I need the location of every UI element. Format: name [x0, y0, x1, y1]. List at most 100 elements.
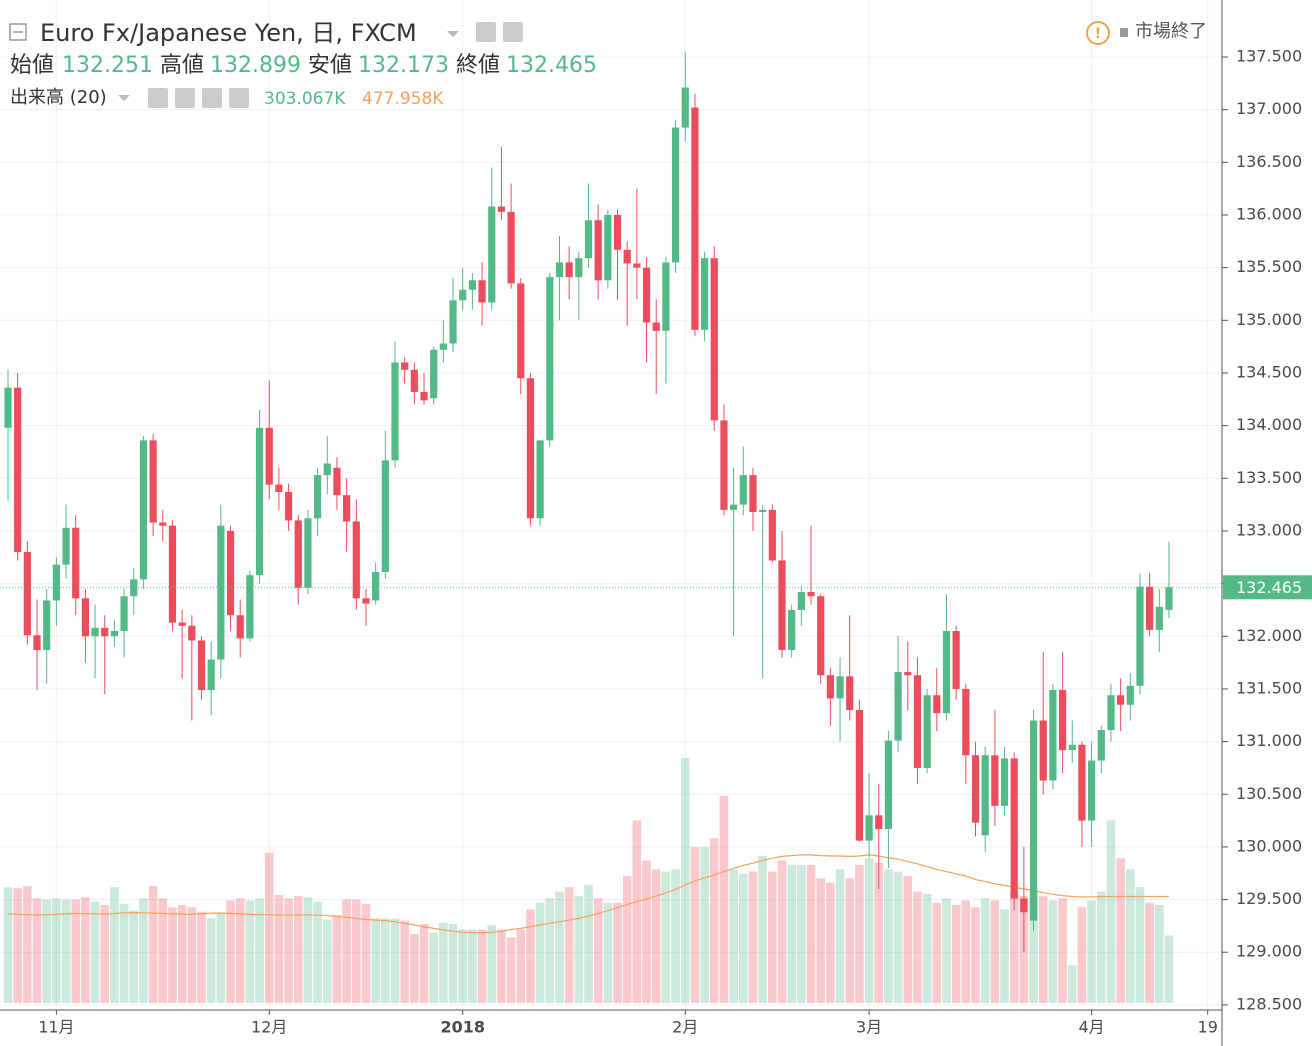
volume-bar — [835, 869, 845, 1003]
candle-body — [149, 440, 157, 523]
volume-bar — [1000, 909, 1009, 1003]
volume-bar — [284, 898, 293, 1003]
volume-bar — [748, 871, 758, 1003]
volume-bar — [197, 911, 206, 1003]
volume-bar — [293, 896, 303, 1003]
candle-body — [865, 815, 873, 841]
volume-bar — [168, 907, 177, 1003]
collapse-icon[interactable] — [9, 23, 27, 41]
ohlc-label: 安値 — [308, 53, 352, 78]
candle-body — [681, 87, 689, 128]
volume-bar — [119, 903, 129, 1003]
header: Euro Fx/Japanese Yen, 日, FXCM ! 市場終了 始値 … — [9, 19, 1207, 109]
candle-body — [546, 277, 554, 441]
candle-body — [110, 631, 119, 637]
volume-bar — [477, 929, 487, 1003]
candle-body — [1049, 689, 1057, 781]
ohlc-value: 132.899 — [210, 53, 301, 78]
candle-body — [265, 427, 273, 485]
candle-body — [991, 755, 999, 806]
volume-bar — [100, 905, 110, 1003]
dropdown[interactable] — [447, 31, 459, 37]
add-icon[interactable] — [202, 88, 222, 108]
volume-bar — [874, 862, 884, 1003]
candle-body — [410, 369, 418, 392]
volume-bar — [739, 873, 748, 1003]
settings-icon[interactable] — [175, 88, 195, 108]
candle-body — [604, 214, 612, 281]
volume-bar — [603, 902, 613, 1003]
y-tick-label: 135.000 — [1236, 310, 1302, 329]
volume-bar — [487, 925, 497, 1003]
x-tick-label: 4月 — [1079, 1018, 1105, 1037]
volume-bar — [642, 860, 651, 1003]
candle-body — [942, 631, 951, 714]
candle-body — [284, 491, 293, 521]
candle-body — [246, 575, 254, 639]
volume-bar — [13, 888, 22, 1003]
candle-body — [1136, 586, 1144, 686]
volume-bar — [448, 923, 458, 1003]
candle-body — [226, 530, 235, 616]
candle-body — [855, 709, 863, 841]
volume-bar — [90, 901, 100, 1003]
candle-body — [1088, 760, 1096, 821]
eye-icon[interactable] — [148, 88, 168, 108]
volume-bar — [458, 929, 468, 1003]
candle-body — [836, 676, 844, 699]
settings-icon[interactable] — [503, 22, 523, 42]
volume-bar — [971, 907, 980, 1003]
volume-bar — [661, 871, 671, 1003]
candle-body — [671, 127, 680, 263]
candle-body — [749, 475, 757, 512]
candle-body — [652, 322, 660, 331]
candle-body — [555, 262, 564, 278]
candle-body — [381, 460, 389, 573]
volume-bar — [255, 898, 264, 1003]
candle-body — [778, 560, 786, 650]
candle-body — [584, 220, 593, 259]
volume-bar — [545, 898, 555, 1003]
candle-body — [933, 695, 941, 714]
volume-bar — [274, 894, 284, 1003]
volume-bar — [371, 918, 380, 1003]
eye-icon[interactable] — [476, 22, 496, 42]
axes: 128.500 129.000 129.500 130.000 130.500 131.0… — [38, 47, 1312, 1037]
volume-value: 303.067K — [264, 89, 346, 109]
volume-bar — [264, 852, 274, 1003]
y-tick-label: 130.000 — [1236, 836, 1302, 855]
volume-bar — [564, 887, 574, 1003]
candle-body — [333, 467, 341, 496]
volume-bar — [1135, 887, 1145, 1003]
candle-body — [846, 676, 854, 710]
volume-bar — [574, 896, 584, 1003]
volume-bar — [468, 929, 477, 1003]
candle-body — [420, 391, 428, 401]
dropdown[interactable] — [118, 95, 130, 101]
candle-body — [352, 521, 360, 599]
candle-body — [314, 475, 322, 519]
x-tick-label: 3月 — [856, 1018, 882, 1037]
candle-body — [952, 631, 960, 689]
candle-body — [613, 214, 622, 250]
warning-icon[interactable] — [1086, 21, 1110, 45]
volume-bar — [322, 919, 332, 1003]
remove-icon[interactable] — [229, 88, 249, 108]
x-tick-label: 19 — [1198, 1018, 1218, 1037]
y-tick-label: 134.000 — [1236, 415, 1302, 434]
volume-bar — [1009, 893, 1019, 1003]
volume-bar — [806, 864, 816, 1003]
volume-bar — [1155, 905, 1164, 1003]
volume-ma-line — [7, 854, 1169, 934]
candle-body — [197, 640, 206, 690]
candle-body — [207, 659, 215, 690]
x-tick-label: 2018 — [440, 1018, 485, 1037]
candle-body — [1029, 720, 1038, 921]
volume-bar — [3, 887, 13, 1003]
ohlc-value: 132.465 — [506, 53, 597, 78]
volume-bar — [903, 876, 913, 1003]
candle-body — [526, 378, 535, 519]
volume-bar — [1145, 902, 1154, 1003]
volume-bar — [651, 869, 661, 1003]
candle-body — [168, 525, 177, 623]
